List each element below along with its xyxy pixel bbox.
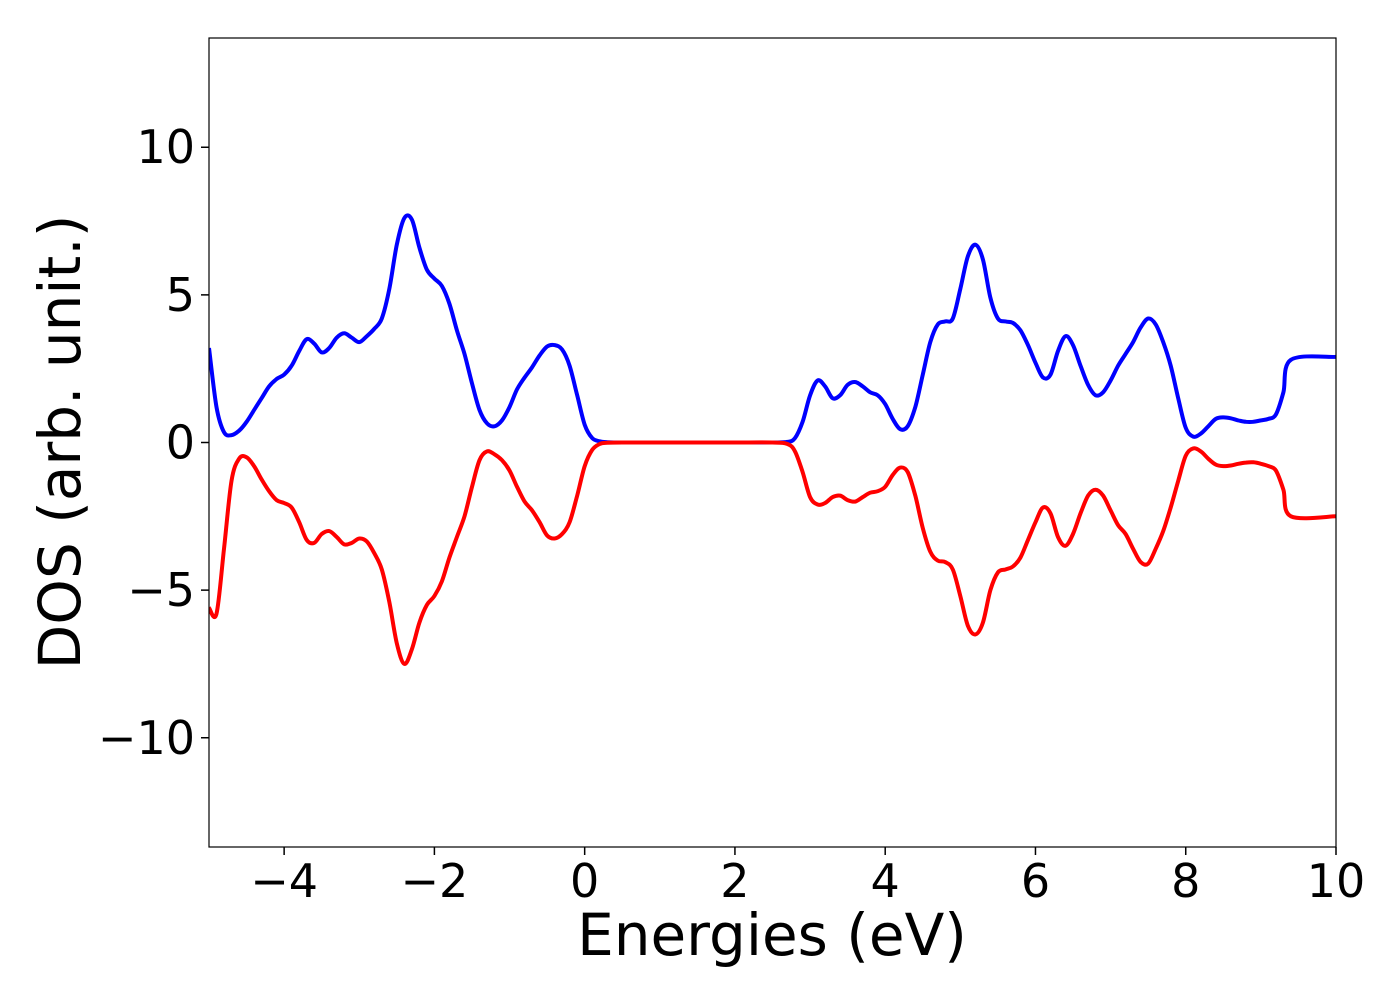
y-axis-ticks: −10 −5 0 5 10 (98, 120, 209, 765)
x-tick-label: 6 (1021, 854, 1050, 908)
x-axis-label: Energies (eV) (577, 901, 967, 969)
x-tick-label: 8 (1171, 854, 1200, 908)
x-axis-ticks: −4 −2 0 2 4 6 8 10 (250, 847, 1365, 908)
x-tick-label: −4 (250, 854, 318, 908)
series-line-2 (209, 440, 1336, 666)
x-tick-label: 0 (570, 854, 599, 908)
series-layer (209, 213, 1336, 666)
y-tick-label: 0 (166, 416, 195, 470)
x-tick-label: −2 (400, 854, 468, 908)
x-tick-label: 10 (1307, 854, 1366, 908)
y-tick-label: −5 (127, 563, 195, 617)
y-axis-label: DOS (arb. unit.) (26, 215, 94, 670)
y-tick-label: −10 (98, 711, 195, 765)
x-tick-label: 2 (720, 854, 749, 908)
series-line-1 (209, 213, 1336, 445)
y-tick-label: 10 (136, 120, 195, 174)
x-tick-label: 4 (871, 854, 900, 908)
y-tick-label: 5 (166, 268, 195, 322)
